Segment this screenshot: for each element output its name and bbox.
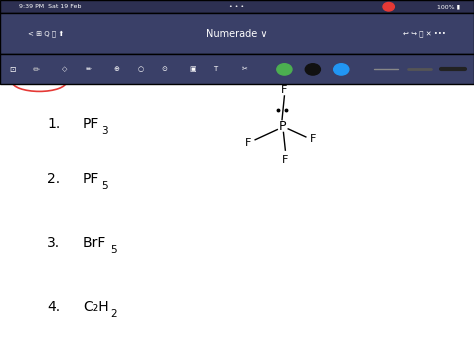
Text: C₂H: C₂H	[83, 300, 109, 314]
Text: ○: ○	[137, 66, 144, 72]
Circle shape	[305, 64, 320, 75]
Text: P: P	[278, 120, 286, 132]
Text: < ⊞ Q 🔖 ⬆: < ⊞ Q 🔖 ⬆	[28, 31, 64, 37]
Text: BrF: BrF	[83, 236, 106, 250]
Text: ⊕: ⊕	[114, 66, 119, 72]
Text: 3: 3	[101, 126, 108, 136]
Text: F: F	[282, 155, 289, 165]
Text: ✂: ✂	[242, 66, 247, 72]
Text: 9:39 PM  Sat 19 Feb: 9:39 PM Sat 19 Feb	[19, 4, 82, 9]
Text: Answer :: Answer :	[17, 77, 62, 87]
FancyBboxPatch shape	[0, 54, 474, 84]
Text: ▣: ▣	[190, 66, 196, 72]
Circle shape	[334, 64, 349, 75]
Text: PF: PF	[83, 117, 100, 131]
FancyBboxPatch shape	[0, 0, 474, 13]
Text: 3.: 3.	[47, 236, 61, 250]
Text: 1.: 1.	[47, 117, 61, 131]
Circle shape	[277, 64, 292, 75]
Text: 2: 2	[110, 309, 117, 319]
Text: F: F	[281, 85, 288, 95]
Text: ↩ ↪ 📄 ✕ •••: ↩ ↪ 📄 ✕ •••	[403, 31, 446, 37]
Text: ⊡: ⊡	[9, 65, 16, 74]
Circle shape	[383, 2, 394, 11]
Text: Numerade ∨: Numerade ∨	[206, 29, 268, 39]
Text: 4.: 4.	[47, 300, 61, 314]
Text: ✏: ✏	[33, 65, 40, 74]
Text: lewis   structures: lewis structures	[152, 69, 277, 84]
Text: PF: PF	[83, 172, 100, 186]
Text: ◇: ◇	[62, 66, 67, 72]
Text: 2.: 2.	[47, 172, 61, 186]
FancyBboxPatch shape	[0, 13, 474, 54]
Text: • • •: • • •	[229, 4, 245, 9]
Text: 5: 5	[101, 181, 108, 191]
Text: 100% ▮: 100% ▮	[437, 4, 460, 9]
Text: F: F	[310, 134, 316, 144]
Text: 5: 5	[110, 245, 117, 255]
Text: ✏: ✏	[85, 66, 91, 72]
Text: ⊙: ⊙	[161, 66, 167, 72]
Text: F: F	[245, 138, 251, 148]
Ellipse shape	[12, 72, 66, 91]
Text: T: T	[213, 66, 218, 72]
